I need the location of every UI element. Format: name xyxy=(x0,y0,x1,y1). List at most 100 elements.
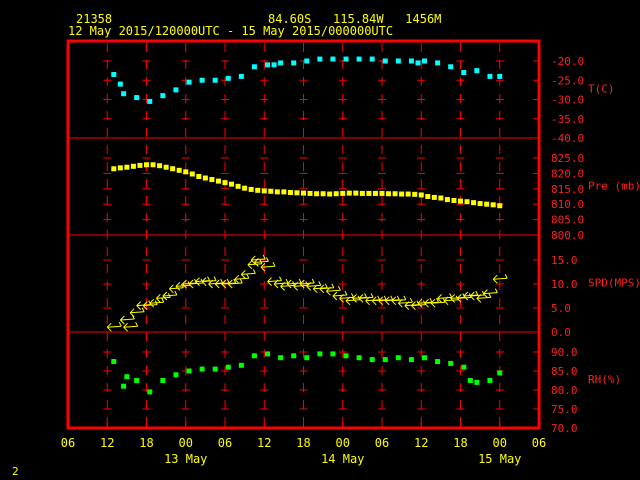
wind-arrow xyxy=(326,285,341,296)
temperature-point xyxy=(304,58,310,64)
temperature-point xyxy=(497,73,503,79)
pressure-point xyxy=(209,177,215,183)
temperature-point xyxy=(435,60,441,66)
temperature-point xyxy=(147,98,153,104)
x-tick-label: 00 xyxy=(493,436,507,450)
wind-arrow xyxy=(483,288,498,298)
humidity-point xyxy=(343,353,349,359)
y-tick-label: 800.0 xyxy=(551,229,584,242)
pressure-point xyxy=(124,164,130,170)
temperature-point xyxy=(238,73,244,79)
wind-arrow xyxy=(437,293,453,303)
x-tick-label: 18 xyxy=(139,436,153,450)
pressure-point xyxy=(235,183,241,189)
pressure-point xyxy=(137,162,143,168)
pressure-point xyxy=(359,190,365,196)
time-period: 12 May 2015/120000UTC - 15 May 2015/0000… xyxy=(68,24,394,38)
pressure-point xyxy=(170,166,176,172)
wind-arrow xyxy=(129,307,145,318)
wind-arrow xyxy=(299,278,315,289)
wind-arrow xyxy=(119,314,135,325)
temperature-point xyxy=(111,71,117,77)
pressure-point xyxy=(379,190,385,196)
humidity-point xyxy=(448,360,454,366)
humidity-point xyxy=(147,389,153,395)
humidity-point xyxy=(330,351,336,357)
wind-arrow xyxy=(398,297,413,308)
humidity-point xyxy=(369,357,375,363)
wind-arrow xyxy=(358,293,374,303)
y-tick-label: 5.0 xyxy=(551,302,571,315)
humidity-point xyxy=(497,370,503,376)
temperature-point xyxy=(422,58,428,64)
temperature-point xyxy=(448,64,454,70)
temperature-point xyxy=(121,91,127,97)
pressure-point xyxy=(111,166,117,172)
wind-arrow xyxy=(286,278,302,289)
pressure-point xyxy=(314,191,320,197)
pressure-point xyxy=(464,199,470,205)
humidity-point xyxy=(186,368,192,374)
humidity-point xyxy=(199,366,205,372)
humidity-point xyxy=(304,355,310,361)
humidity-point xyxy=(435,359,441,364)
pressure-point xyxy=(157,163,163,169)
y-tick-label: 15.0 xyxy=(551,254,578,267)
pressure-point xyxy=(150,162,156,168)
pressure-point xyxy=(346,190,352,196)
pressure-point xyxy=(307,190,313,196)
pressure-point xyxy=(333,191,339,197)
pressure-point xyxy=(471,200,477,206)
humidity-point xyxy=(160,378,166,383)
pressure-point xyxy=(444,197,450,203)
y-tick-label: 75.0 xyxy=(551,403,578,416)
y-tick-label: 810.0 xyxy=(551,198,584,211)
wind-arrow xyxy=(306,281,322,291)
pressure-point xyxy=(268,188,274,194)
pressure-point xyxy=(412,191,418,197)
y-tick-label: 85.0 xyxy=(551,365,578,378)
wind-arrow xyxy=(250,254,266,265)
humidity-point xyxy=(467,378,473,383)
date-label: 13 May xyxy=(164,452,207,466)
wind-arrow xyxy=(247,259,263,270)
y-tick-label: 815.0 xyxy=(551,183,584,196)
x-tick-label: 00 xyxy=(336,436,350,450)
wind-arrow xyxy=(260,261,276,272)
page-number: 2 xyxy=(12,465,19,478)
wind-arrow xyxy=(175,281,191,291)
humidity-point xyxy=(111,359,117,364)
humidity-point xyxy=(474,379,480,385)
pressure-point xyxy=(189,171,195,177)
pressure-point xyxy=(248,186,254,192)
temperature-point xyxy=(415,60,421,66)
pressure-point xyxy=(451,198,457,204)
y-tick-label: -25.0 xyxy=(551,74,584,87)
pressure-point xyxy=(386,191,392,197)
date-label: 15 May xyxy=(478,452,521,466)
x-tick-label: 12 xyxy=(257,436,271,450)
pressure-point xyxy=(229,181,235,187)
wind-arrow xyxy=(123,321,139,332)
pressure-point xyxy=(399,191,405,197)
pressure-point xyxy=(222,180,228,186)
pressure-point xyxy=(202,175,208,181)
wind-arrow xyxy=(332,290,348,301)
wind-arrow xyxy=(267,276,282,286)
wind-arrow xyxy=(476,293,492,303)
y-tick-label: 70.0 xyxy=(551,422,578,435)
pressure-point xyxy=(497,203,503,209)
pressure-point xyxy=(242,185,248,191)
x-tick-label: 06 xyxy=(218,436,232,450)
humidity-point xyxy=(395,355,401,361)
wind-arrow xyxy=(492,273,508,284)
pressure-point xyxy=(366,190,372,196)
temperature-point xyxy=(330,56,336,62)
pressure-point xyxy=(196,173,202,179)
pressure-point xyxy=(261,188,267,194)
pressure-point xyxy=(458,198,463,204)
temperature-point xyxy=(134,95,140,101)
temperature-point xyxy=(225,75,231,81)
x-tick-label: 12 xyxy=(100,436,114,450)
humidity-point xyxy=(278,355,284,361)
